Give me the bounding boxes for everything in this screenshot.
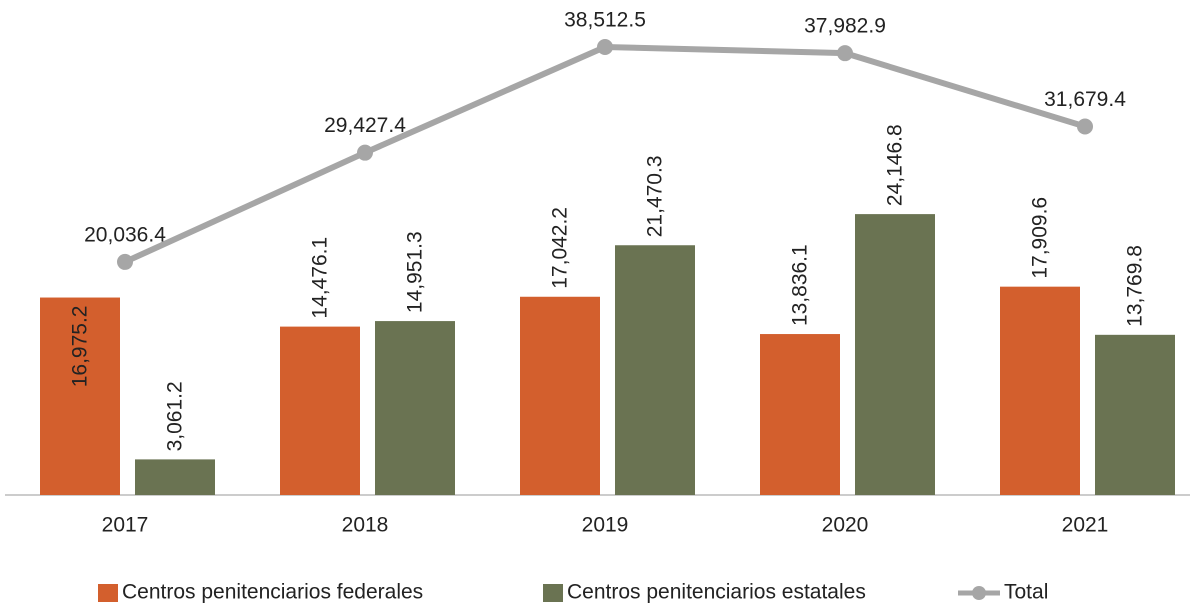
data-label: 14,951.3: [404, 231, 427, 313]
data-label: 17,909.6: [1029, 197, 1052, 279]
data-label: 29,427.4: [324, 114, 406, 137]
line-point: [837, 45, 853, 62]
line-point: [597, 39, 613, 55]
legend-swatch: [98, 584, 118, 602]
legend-swatch: [972, 586, 986, 600]
bar: [40, 297, 120, 495]
data-label: 17,042.2: [549, 207, 572, 289]
x-tick-label: 2017: [102, 514, 149, 537]
bar: [375, 321, 455, 495]
data-label: 38,512.5: [564, 9, 646, 32]
x-tick-label: 2018: [342, 514, 389, 537]
data-label: 31,679.4: [1044, 88, 1126, 111]
legend-label: Total: [1004, 581, 1048, 604]
data-label: 37,982.9: [804, 15, 886, 38]
line-point: [357, 144, 373, 161]
bar: [135, 459, 215, 495]
data-label: 21,470.3: [644, 155, 667, 237]
bar: [615, 245, 695, 495]
data-label: 13,836.1: [789, 244, 812, 326]
data-label: 24,146.8: [884, 124, 907, 206]
bar: [1095, 334, 1175, 495]
legend-label: Centros penitenciarios federales: [122, 581, 423, 604]
x-tick-label: 2019: [582, 514, 629, 537]
x-tick-label: 2021: [1062, 514, 1109, 537]
line-point: [117, 253, 133, 270]
legend-swatch: [543, 584, 563, 602]
data-label: 16,975.2: [69, 306, 92, 388]
data-label: 20,036.4: [84, 223, 166, 246]
bar: [520, 296, 600, 495]
data-label: 14,476.1: [309, 237, 332, 319]
x-tick-label: 2020: [822, 514, 869, 537]
line: [123, 43, 1086, 265]
data-label: 3,061.2: [164, 381, 187, 451]
line-point: [1077, 118, 1093, 135]
data-label: 13,769.8: [1124, 245, 1147, 327]
bar: [855, 214, 935, 495]
bar: [1000, 286, 1080, 495]
legend-label: Centros penitenciarios estatales: [567, 581, 866, 604]
bar: [760, 334, 840, 495]
bar: [280, 326, 360, 495]
